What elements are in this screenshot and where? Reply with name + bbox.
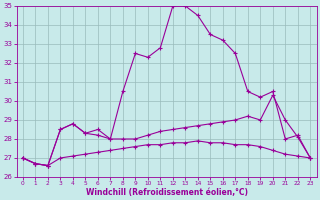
X-axis label: Windchill (Refroidissement éolien,°C): Windchill (Refroidissement éolien,°C) <box>85 188 248 197</box>
